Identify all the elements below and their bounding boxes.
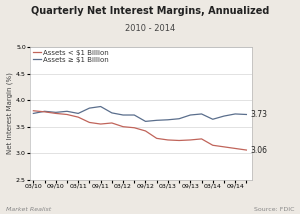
Legend: Assets < $1 Billion, Assets ≥ $1 Billion: Assets < $1 Billion, Assets ≥ $1 Billion xyxy=(32,49,110,64)
Text: 2010 - 2014: 2010 - 2014 xyxy=(125,24,175,33)
Y-axis label: Net Interest Margin (%): Net Interest Margin (%) xyxy=(7,73,13,154)
Text: Market Realist: Market Realist xyxy=(6,207,51,212)
Text: 3.06: 3.06 xyxy=(251,146,268,155)
Text: Source: FDIC: Source: FDIC xyxy=(254,207,294,212)
Text: Quarterly Net Interest Margins, Annualized: Quarterly Net Interest Margins, Annualiz… xyxy=(31,6,269,16)
Text: 3.73: 3.73 xyxy=(251,110,268,119)
